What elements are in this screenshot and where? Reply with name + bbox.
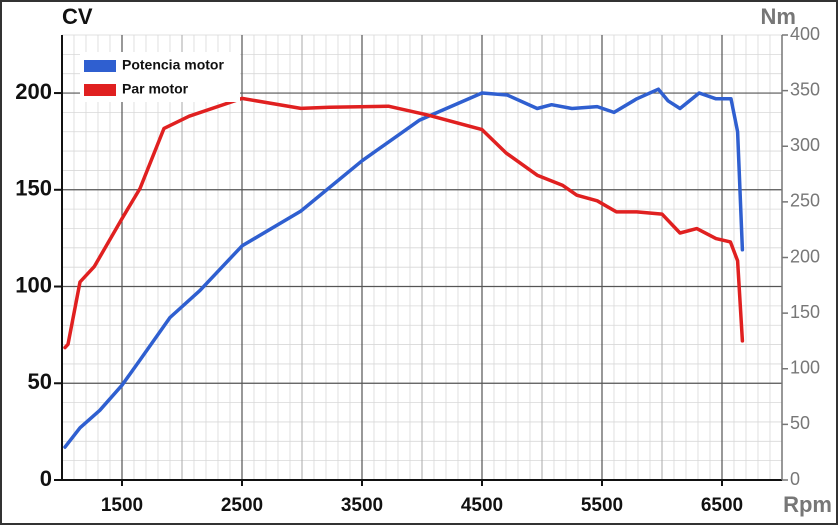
y-tick-label: 0 [40,466,52,491]
x-axis-label: Rpm [783,492,832,517]
x-tick-label: 5500 [581,495,623,516]
x-tick-label: 6500 [701,495,743,516]
y-axis-label: CV [62,4,93,29]
y-tick-label: 200 [15,79,52,104]
x-tick-label: 2500 [221,495,263,516]
y2-tick-label: 300 [790,135,820,155]
x-tick-label: 4500 [461,495,503,516]
y2-tick-label: 350 [790,79,820,99]
y2-tick-label: 150 [790,302,820,322]
series-line [63,96,745,350]
y-tick-label: 150 [15,176,52,201]
series-line [63,87,745,449]
legend: Potencia motor Par motor [80,52,240,102]
legend-label: Par motor [122,81,189,97]
y-tick-label: 100 [15,272,52,297]
legend-swatch [84,60,116,72]
legend-swatch [84,84,116,96]
plot [63,87,745,449]
legend-label: Potencia motor [122,57,224,73]
y2-tick-label: 250 [790,191,820,211]
y-tick-label: 50 [28,369,52,394]
y2-tick-label: 200 [790,246,820,266]
x-tick-label: 3500 [341,495,383,516]
y2-tick-label: 0 [790,469,800,489]
y2-tick-label: 100 [790,358,820,378]
y2-tick-label: 50 [790,413,810,433]
y2-tick-label: 400 [790,24,820,44]
y2-axis-label: Nm [761,4,796,29]
x-tick-label: 1500 [101,495,143,516]
